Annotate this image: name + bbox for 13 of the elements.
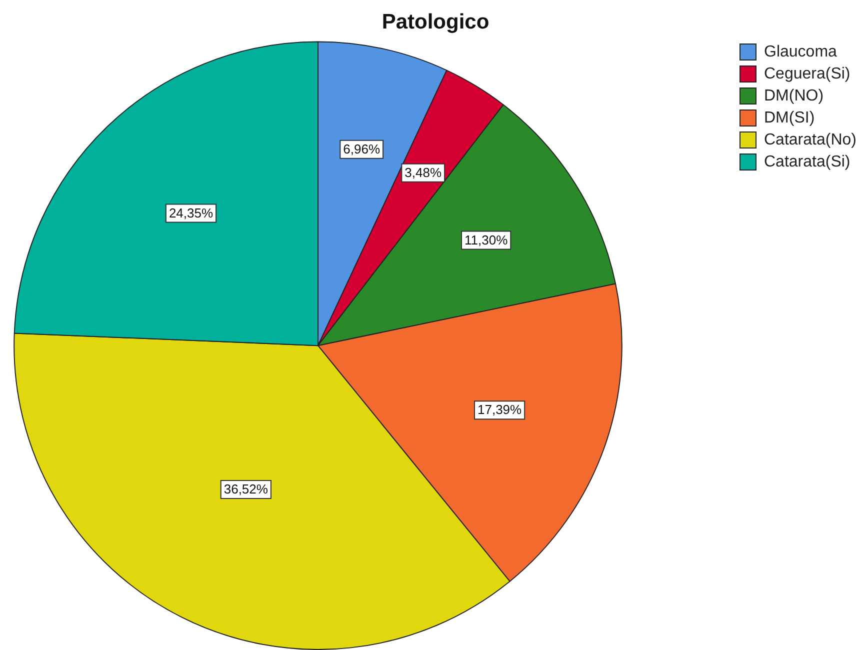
legend-label: Catarata(No)	[764, 131, 856, 148]
legend-label: DM(NO)	[764, 87, 824, 104]
legend-label: Ceguera(Si)	[764, 65, 850, 82]
data-label: 11,30%	[464, 232, 508, 248]
data-label: 24,35%	[168, 205, 214, 220]
data-label: 36,52%	[224, 482, 268, 497]
legend-label: DM(SI)	[764, 109, 815, 126]
data-label: 3,48%	[404, 164, 442, 180]
legend-label: Glaucoma	[764, 43, 838, 60]
chart-title: Patologico	[382, 10, 490, 34]
data-label: 6,96%	[343, 141, 380, 156]
data-label: 17,39%	[478, 402, 522, 418]
legend-label: Catarata(Si)	[764, 153, 850, 170]
